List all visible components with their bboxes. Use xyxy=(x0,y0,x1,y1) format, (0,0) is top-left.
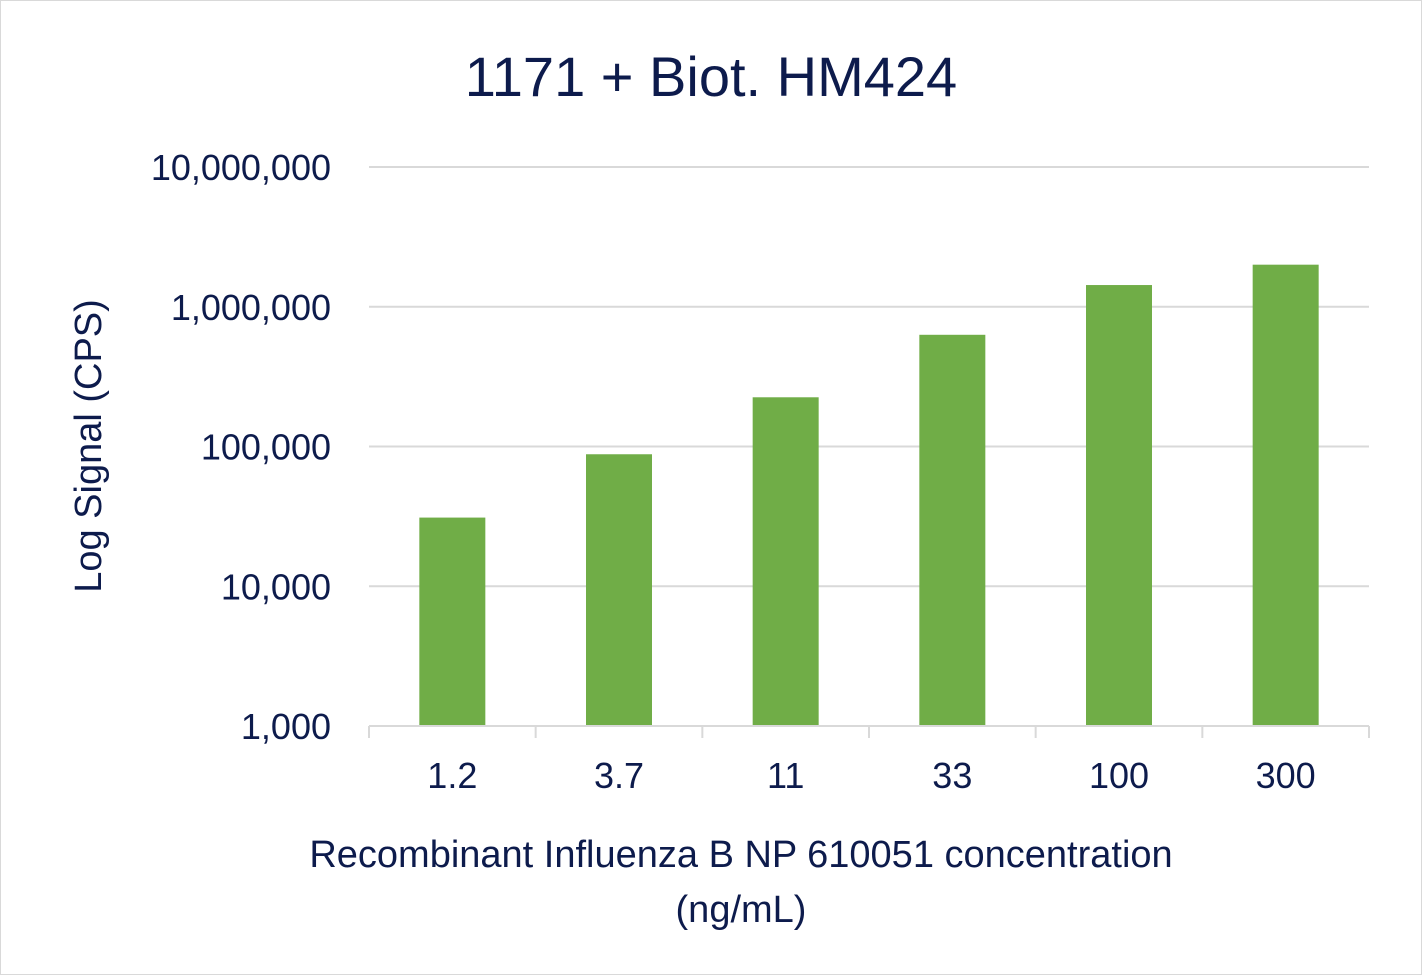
bars xyxy=(419,264,1319,726)
gridlines xyxy=(369,166,1369,727)
y-axis-label: Log Signal (CPS) xyxy=(68,299,110,593)
x-tick-labels: 1.2 3.7 11 33 100 300 xyxy=(427,755,1315,796)
bar xyxy=(1086,285,1152,726)
chart-title: 1171 + Biot. HM424 xyxy=(465,45,957,108)
bar xyxy=(752,397,819,726)
y-tick-label: 1,000 xyxy=(241,706,331,747)
x-tick-label: 1.2 xyxy=(427,755,477,796)
y-tick-labels: 1,000 10,000 100,000 1,000,000 10,000,000 xyxy=(151,147,331,747)
bar xyxy=(919,334,986,726)
bar xyxy=(1252,264,1319,726)
x-axis-label-line-2: (ng/mL) xyxy=(676,889,807,931)
x-axis-label-line-1: Recombinant Influenza B NP 610051 concen… xyxy=(309,834,1172,876)
bar xyxy=(419,517,486,726)
y-tick-label: 10,000,000 xyxy=(151,147,331,188)
x-tick-label: 100 xyxy=(1089,755,1149,796)
x-tick-label: 33 xyxy=(932,755,972,796)
x-axis xyxy=(368,725,1370,738)
bar xyxy=(586,454,652,726)
y-tick-label: 10,000 xyxy=(221,566,331,607)
x-tick-label: 3.7 xyxy=(594,755,644,796)
x-tick-label: 11 xyxy=(767,755,804,796)
y-tick-label: 100,000 xyxy=(201,427,331,468)
y-tick-label: 1,000,000 xyxy=(171,287,331,328)
x-tick-label: 300 xyxy=(1256,755,1316,796)
